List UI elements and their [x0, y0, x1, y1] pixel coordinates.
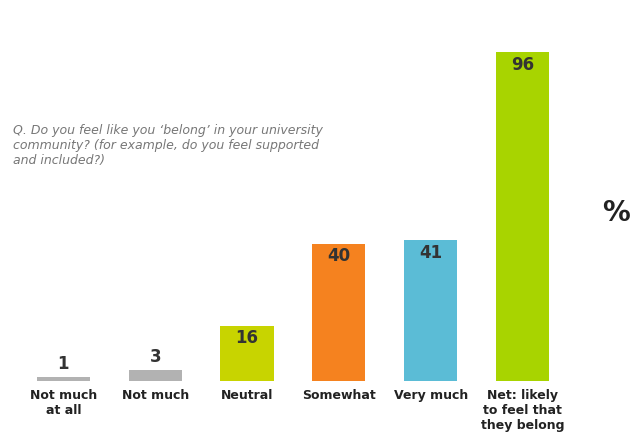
Text: 3: 3 [149, 348, 161, 366]
Bar [129, 370, 182, 381]
Text: 96: 96 [511, 55, 534, 74]
Text: 41: 41 [419, 244, 442, 262]
Text: %: % [602, 198, 629, 227]
Text: 16: 16 [236, 329, 258, 347]
Bar [37, 377, 90, 381]
Bar [220, 326, 273, 381]
Bar [496, 52, 549, 381]
Bar [404, 240, 457, 381]
Text: 40: 40 [328, 247, 350, 265]
Bar [312, 244, 365, 381]
Text: Q. Do you feel like you ‘belong’ in your university
community? (for example, do : Q. Do you feel like you ‘belong’ in your… [13, 124, 323, 167]
Text: 1: 1 [57, 355, 69, 373]
